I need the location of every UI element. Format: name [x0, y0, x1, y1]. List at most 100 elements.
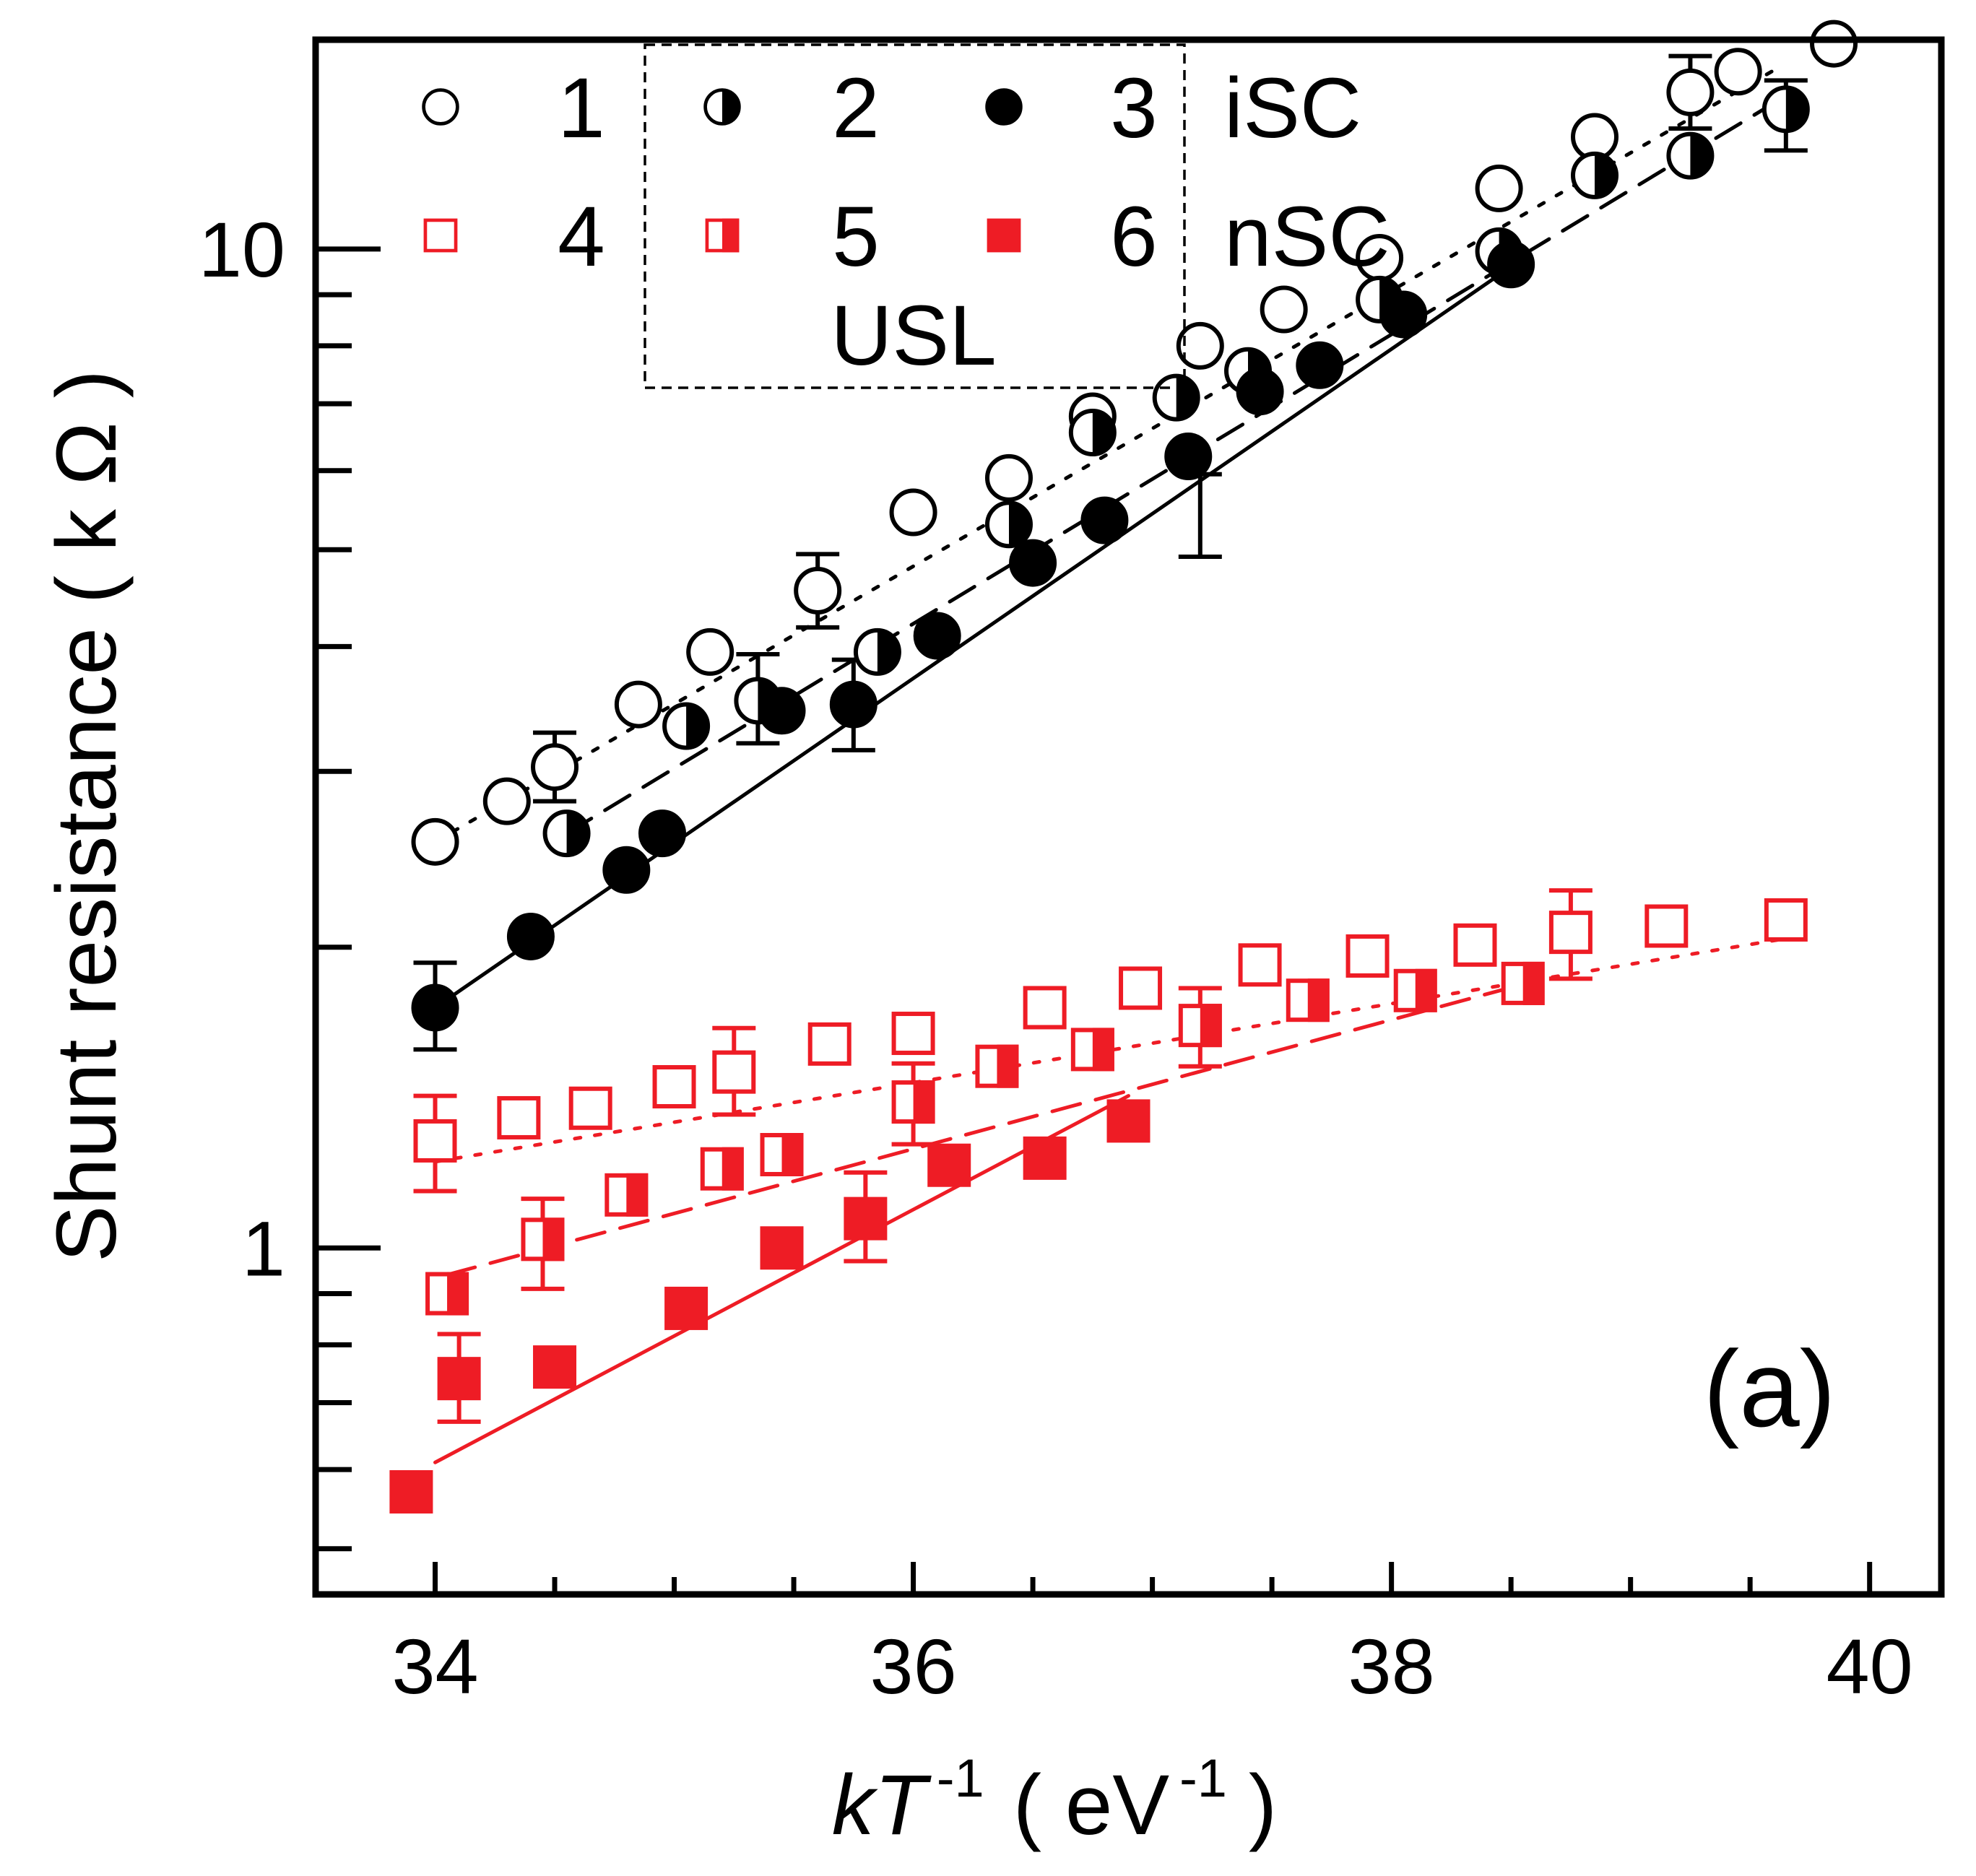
point-series-3 [1487, 240, 1535, 289]
x-label-close: ) [1249, 1758, 1277, 1853]
marker-shape [1548, 911, 1592, 955]
point-series-6 [927, 1143, 971, 1187]
point-series-1 [482, 777, 531, 825]
point-series-5 [604, 1173, 649, 1217]
marker-shape [1379, 290, 1428, 339]
marker-half [626, 1173, 649, 1217]
point-series-1 [984, 453, 1033, 502]
usl-box [644, 43, 1186, 389]
x-label-var-sup: -1 [937, 1748, 984, 1808]
marker-shape [889, 488, 937, 537]
legend-label-3: 3 [1110, 61, 1158, 156]
marker-shape [422, 88, 459, 126]
marker-shape [1810, 19, 1858, 68]
point-series-1 [1176, 321, 1224, 370]
point-series-2 [1571, 151, 1619, 199]
marker-shape [1346, 934, 1390, 978]
marker-half [1008, 503, 1031, 547]
marker-shape [1236, 368, 1284, 416]
point-series-6 [1106, 1099, 1150, 1143]
marker-shape [686, 627, 734, 676]
x-label-unit-sup: -1 [1179, 1748, 1227, 1808]
legend-label-4: 4 [558, 189, 605, 285]
marker-half [781, 1133, 804, 1177]
point-series-1 [411, 817, 459, 866]
legend-label-1: 1 [558, 61, 605, 156]
marker-half [722, 90, 740, 124]
marker-shape [482, 777, 531, 825]
marker-shape [829, 680, 878, 729]
point-series-3 [1080, 496, 1129, 544]
marker-half [1307, 978, 1330, 1022]
point-series-4 [807, 1022, 852, 1066]
marker-shape [1487, 240, 1535, 289]
marker-shape [1080, 496, 1129, 544]
point-series-6 [664, 1286, 708, 1330]
marker-shape [760, 1226, 804, 1270]
point-series-1 [1260, 285, 1308, 334]
point-series-4 [1023, 986, 1067, 1030]
point-series-3 [602, 846, 651, 894]
x-tick-label: 36 [870, 1623, 957, 1710]
legend-marker-3 [985, 88, 1023, 126]
marker-half [1785, 87, 1808, 131]
marker-shape [1009, 539, 1057, 587]
x-ticks: 34 36 38 40 [391, 1562, 1913, 1710]
marker-half [722, 1147, 744, 1191]
marker-shape [614, 680, 662, 729]
fit-line-1 [433, 68, 1776, 844]
point-series-4 [497, 1095, 541, 1139]
y-tick-label: 1 [242, 1204, 285, 1292]
point-series-4 [568, 1086, 612, 1130]
marker-half [1595, 153, 1617, 197]
marker-shape [638, 809, 686, 858]
marker-shape [913, 612, 961, 660]
point-series-3 [1009, 539, 1057, 587]
point-series-4 [1346, 934, 1390, 978]
point-series-3 [1379, 290, 1428, 339]
legend: 1 2 3 iSC 4 5 6 nSC USL [422, 43, 1390, 389]
x-label-unit: ( eV [1013, 1758, 1170, 1853]
marker-half [997, 1044, 1019, 1088]
marker-shape [1152, 373, 1200, 422]
legend-label-6: 6 [1110, 189, 1158, 285]
legend-marker-1 [422, 88, 459, 126]
marker-shape [1068, 409, 1117, 457]
legend-group-iSC: iSC [1224, 61, 1361, 156]
marker-shape [506, 912, 555, 960]
marker-shape [807, 1022, 852, 1066]
x-tick-label: 34 [391, 1623, 478, 1710]
fit-line-5 [445, 979, 1537, 1277]
point-series-2 [984, 500, 1033, 549]
point-series-2 [1666, 131, 1715, 180]
legend-usl-label: USL [831, 288, 997, 383]
marker-half [566, 812, 589, 856]
legend-marker-5 [705, 218, 740, 253]
marker-shape [1475, 164, 1523, 212]
marker-shape [1260, 285, 1308, 334]
marker-shape [984, 453, 1033, 502]
marker-shape [664, 1286, 708, 1330]
marker-half [1200, 1004, 1222, 1048]
marker-shape [794, 566, 842, 615]
point-series-6 [437, 1357, 481, 1401]
point-series-5 [700, 1147, 744, 1191]
point-series-4 [652, 1065, 696, 1109]
y-tick-label: 10 [199, 206, 285, 293]
point-series-2 [1152, 373, 1200, 422]
marker-shape [1119, 966, 1163, 1010]
marker-shape [985, 88, 1023, 126]
point-series-6 [389, 1469, 433, 1514]
marker-shape [1238, 943, 1282, 987]
point-series-3 [758, 687, 806, 735]
point-series-2 [1068, 409, 1117, 457]
marker-half [722, 218, 740, 253]
point-series-4 [712, 1050, 756, 1094]
marker-shape [568, 1086, 612, 1130]
marker-shape [497, 1095, 541, 1139]
point-series-4 [1119, 966, 1163, 1010]
legend-group-nSC: nSC [1224, 189, 1390, 285]
marker-shape [437, 1357, 481, 1401]
point-series-2 [662, 702, 711, 750]
marker-half [1092, 411, 1114, 455]
